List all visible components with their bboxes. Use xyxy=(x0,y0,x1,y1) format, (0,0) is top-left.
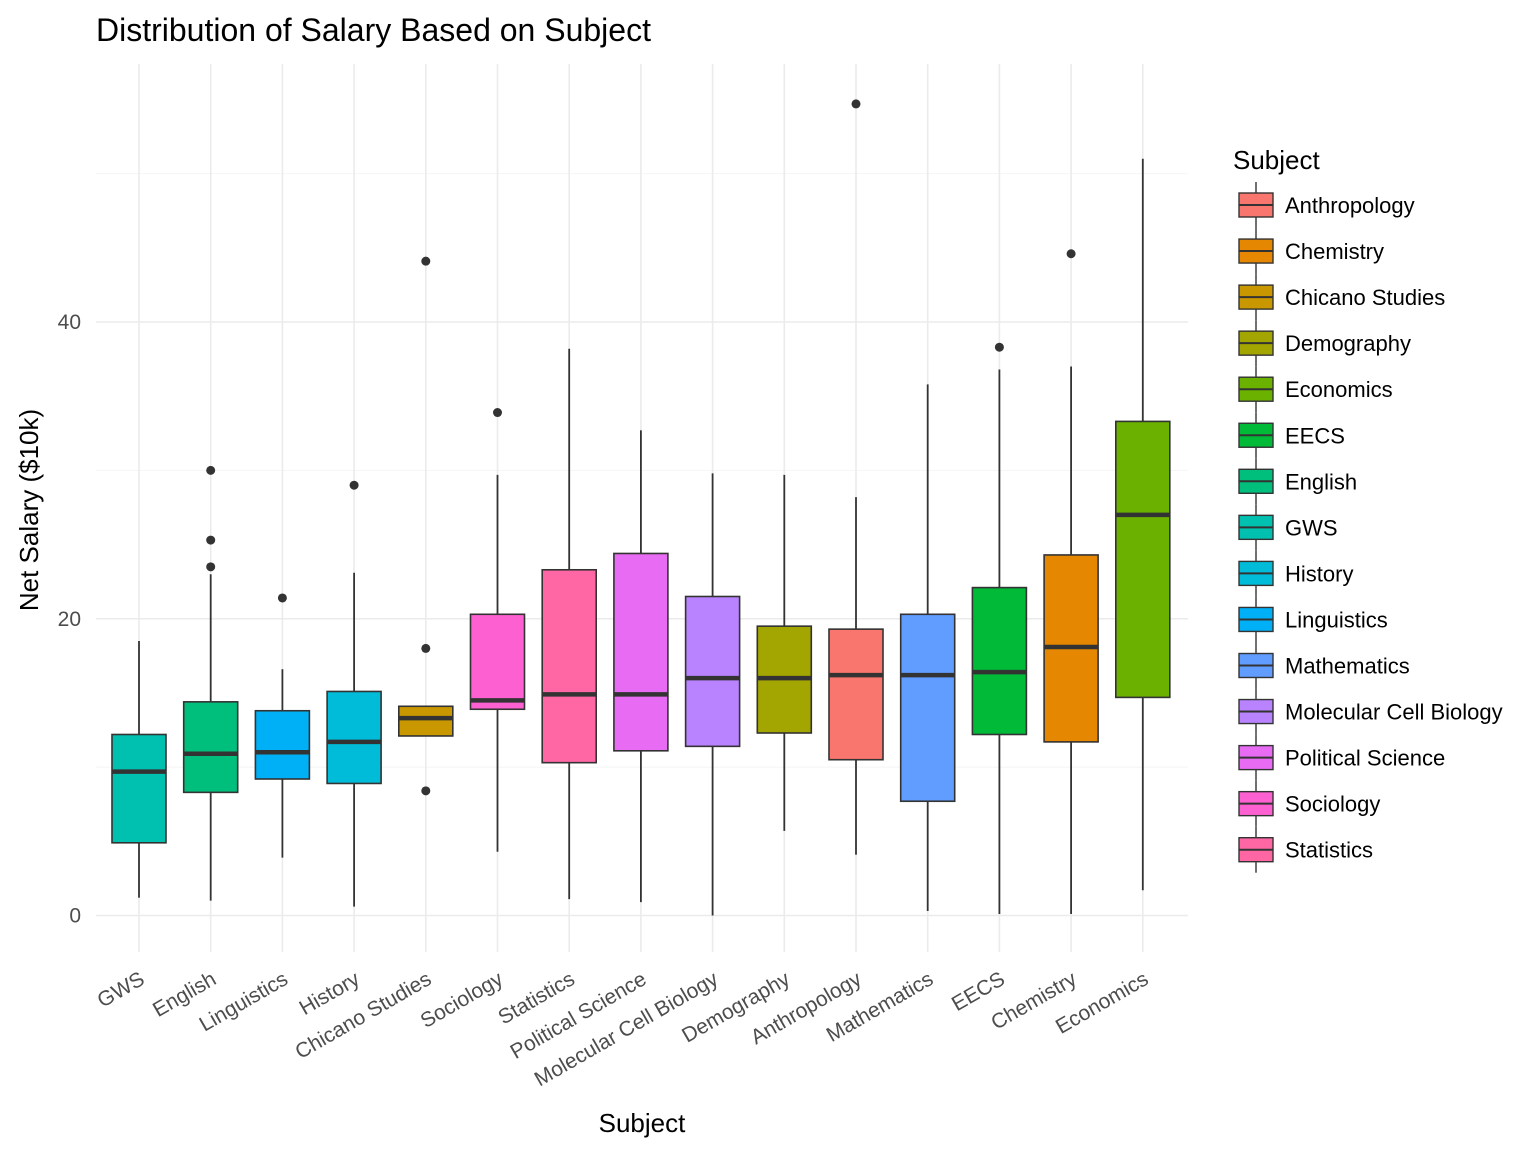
outlier-point xyxy=(206,562,216,572)
y-tick-label: 20 xyxy=(58,608,81,631)
box-gws xyxy=(111,641,167,898)
legend-label: GWS xyxy=(1285,515,1338,540)
legend-item-anthropology: Anthropology xyxy=(1238,182,1415,228)
legend-item-history: History xyxy=(1238,550,1353,597)
box-iqr xyxy=(899,613,956,803)
outlier-point xyxy=(206,535,216,545)
box-eecs xyxy=(971,342,1028,915)
x-tick-label: Sociology xyxy=(417,967,508,1033)
box-anthropology xyxy=(828,99,884,855)
legend-item-political-science: Political Science xyxy=(1238,734,1445,781)
outlier-point xyxy=(421,643,431,653)
legend-label: Statistics xyxy=(1285,838,1373,863)
legend-item-chemistry: Chemistry xyxy=(1238,228,1384,275)
gridlines xyxy=(96,64,1188,952)
box-iqr xyxy=(469,613,526,711)
box-mathematics xyxy=(899,384,956,912)
legend-item-eecs: EECS xyxy=(1238,412,1345,459)
legend-label: Linguistics xyxy=(1285,607,1388,632)
box-chemistry xyxy=(1043,249,1099,915)
legend-item-mathematics: Mathematics xyxy=(1238,642,1410,689)
box-iqr xyxy=(111,733,167,844)
box-iqr xyxy=(182,701,239,794)
box-iqr xyxy=(397,705,454,737)
boxplot-series xyxy=(111,99,1171,916)
box-molecular-cell-biology xyxy=(684,473,741,916)
box-english xyxy=(182,465,239,901)
legend-label: Anthropology xyxy=(1285,193,1415,218)
legend-item-statistics: Statistics xyxy=(1238,826,1373,873)
legend-title: Subject xyxy=(1233,145,1320,175)
box-iqr xyxy=(828,628,884,761)
outlier-point xyxy=(277,593,287,603)
box-iqr xyxy=(254,709,311,780)
y-axis-title: Net Salary ($10k) xyxy=(14,409,44,611)
box-chicano-studies xyxy=(397,256,454,796)
legend-label: History xyxy=(1285,561,1353,586)
legend-label: Sociology xyxy=(1285,792,1380,817)
outlier-point xyxy=(994,342,1004,352)
y-tick-label: 0 xyxy=(69,905,81,928)
box-iqr xyxy=(613,552,669,752)
outlier-point xyxy=(493,408,502,418)
box-iqr xyxy=(541,568,598,764)
chart-title: Distribution of Salary Based on Subject xyxy=(96,12,651,48)
box-demography xyxy=(756,474,813,831)
legend-label: Molecular Cell Biology xyxy=(1285,700,1503,725)
legend-item-economics: Economics xyxy=(1238,366,1393,413)
box-economics xyxy=(1115,158,1171,891)
outlier-point xyxy=(421,786,431,796)
box-iqr xyxy=(326,690,382,785)
legend-item-molecular-cell-biology: Molecular Cell Biology xyxy=(1238,688,1503,735)
legend-item-demography: Demography xyxy=(1238,320,1411,367)
legend-item-gws: GWS xyxy=(1238,504,1338,551)
x-axis-title: Subject xyxy=(599,1108,686,1138)
outlier-point xyxy=(1066,249,1076,259)
legend-item-sociology: Sociology xyxy=(1238,780,1380,827)
y-axis-ticks: 0 20 40 xyxy=(58,311,81,928)
outlier-point xyxy=(421,256,431,266)
box-iqr xyxy=(684,595,741,748)
legend-label: Political Science xyxy=(1285,746,1445,771)
legend-item-english: English xyxy=(1238,458,1357,505)
box-iqr xyxy=(1115,420,1171,699)
legend-label: EECS xyxy=(1285,423,1345,448)
legend-label: English xyxy=(1285,469,1357,494)
legend-label: Chemistry xyxy=(1285,239,1384,264)
box-history xyxy=(326,480,382,907)
box-linguistics xyxy=(254,593,311,858)
legend-label: Economics xyxy=(1285,377,1393,402)
outlier-point xyxy=(206,465,216,475)
legend-label: Chicano Studies xyxy=(1285,285,1445,310)
box-iqr xyxy=(971,586,1028,736)
box-statistics xyxy=(541,348,598,900)
outlier-point xyxy=(349,480,359,490)
box-sociology xyxy=(469,408,526,852)
legend-label: Demography xyxy=(1285,331,1411,356)
legend-item-chicano-studies: Chicano Studies xyxy=(1238,274,1445,321)
box-political-science xyxy=(613,430,669,903)
x-tick-label: GWS xyxy=(94,967,149,1012)
y-tick-label: 40 xyxy=(58,311,81,334)
outlier-point xyxy=(851,99,861,109)
legend: Subject Anthropology Chemistry Chicano Stu… xyxy=(1233,145,1503,873)
legend-label: Mathematics xyxy=(1285,654,1410,679)
legend-item-linguistics: Linguistics xyxy=(1238,596,1388,643)
